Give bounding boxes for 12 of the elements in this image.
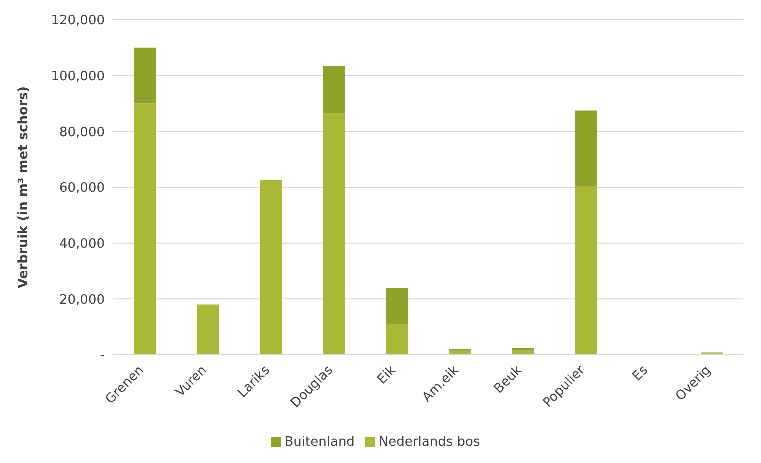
y-tick-label: 20,000 bbox=[60, 292, 105, 308]
y-tick-label: 120,000 bbox=[51, 14, 105, 29]
x-tick-label: Eik bbox=[375, 362, 400, 388]
legend-label: Nederlands bos bbox=[378, 435, 480, 450]
y-tick-label: 100,000 bbox=[51, 69, 105, 84]
y-tick-label: 80,000 bbox=[60, 125, 105, 140]
y-axis-title: Verbruik (in m³ met schors) bbox=[16, 86, 32, 288]
y-tick-label: 40,000 bbox=[60, 236, 105, 252]
y-tick-label: - bbox=[100, 348, 106, 364]
y-tick-label: 60,000 bbox=[60, 181, 105, 196]
legend-label: Buitenland bbox=[284, 435, 355, 450]
x-tick-label: Es bbox=[630, 363, 652, 384]
